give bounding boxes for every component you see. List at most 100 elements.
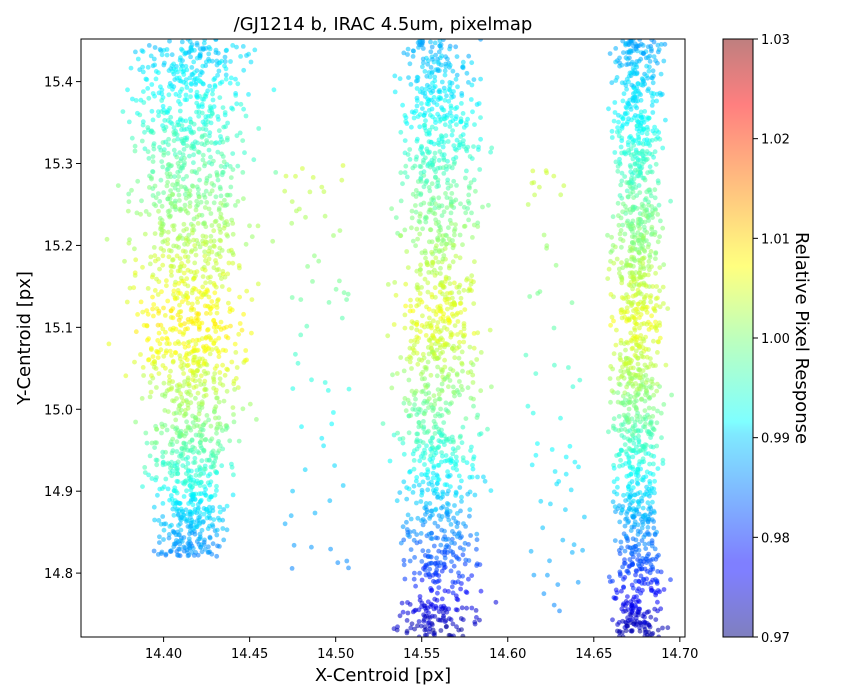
- scatter-point: [439, 241, 445, 247]
- scatter-point: [235, 81, 241, 87]
- scatter-point: [212, 321, 218, 327]
- scatter-point: [126, 191, 132, 197]
- scatter-point: [463, 175, 468, 181]
- scatter-point: [607, 376, 613, 381]
- scatter-point: [635, 491, 641, 497]
- scatter-point: [649, 379, 654, 384]
- scatter-point: [328, 546, 333, 552]
- scatter-point: [406, 75, 411, 80]
- scatter-point: [197, 531, 203, 537]
- scatter-point: [404, 249, 410, 254]
- scatter-point: [427, 164, 433, 170]
- scatter-point: [400, 102, 405, 108]
- scatter-point: [435, 387, 441, 392]
- scatter-point: [619, 507, 625, 513]
- scatter-point: [402, 170, 408, 176]
- scatter-point: [633, 348, 639, 354]
- scatter-point: [453, 106, 458, 112]
- scatter-point: [609, 388, 615, 394]
- scatter-point: [223, 72, 229, 78]
- scatter-point: [439, 388, 445, 394]
- scatter-point: [417, 267, 423, 273]
- scatter-point: [646, 115, 652, 121]
- scatter-point: [209, 347, 215, 352]
- scatter-point: [455, 310, 460, 316]
- scatter-point: [456, 284, 462, 290]
- scatter-point: [467, 513, 472, 519]
- scatter-point: [146, 95, 152, 101]
- scatter-point: [227, 80, 233, 86]
- scatter-point: [219, 463, 225, 469]
- scatter-point: [649, 90, 654, 96]
- scatter-point: [234, 365, 240, 370]
- scatter-point: [473, 188, 478, 194]
- scatter-point: [159, 486, 165, 491]
- scatter-point: [194, 100, 200, 106]
- scatter-point: [429, 292, 435, 297]
- scatter-point: [632, 603, 638, 609]
- scatter-point: [658, 92, 664, 98]
- scatter-point: [622, 523, 628, 529]
- scatter-point: [457, 232, 463, 238]
- scatter-point: [642, 614, 647, 620]
- scatter-point: [441, 107, 447, 113]
- scatter-point: [630, 454, 636, 460]
- scatter-point: [456, 627, 462, 633]
- scatter-point: [303, 214, 308, 220]
- scatter-point: [144, 440, 150, 446]
- scatter-point: [469, 288, 474, 293]
- scatter-point: [453, 222, 458, 228]
- scatter-point: [176, 317, 182, 323]
- scatter-point: [408, 516, 414, 522]
- scatter-point: [203, 46, 209, 51]
- scatter-point: [470, 380, 476, 385]
- scatter-point: [627, 506, 632, 512]
- y-tick-label-6: 15.4: [44, 76, 73, 91]
- scatter-point: [639, 201, 645, 207]
- scatter-point: [165, 241, 171, 247]
- scatter-point: [214, 488, 219, 493]
- scatter-point: [450, 384, 456, 390]
- scatter-point: [146, 357, 152, 362]
- scatter-point: [160, 501, 166, 506]
- scatter-point: [620, 98, 626, 104]
- scatter-point: [429, 201, 435, 207]
- scatter-point: [230, 151, 236, 157]
- scatter-point: [653, 617, 659, 622]
- scatter-point: [435, 617, 441, 623]
- scatter-point: [170, 501, 176, 506]
- scatter-point: [643, 141, 649, 147]
- scatter-point: [523, 352, 529, 358]
- scatter-point: [626, 486, 632, 492]
- scatter-point: [450, 549, 456, 555]
- scatter-point: [618, 340, 624, 346]
- scatter-point: [149, 373, 154, 378]
- scatter-point: [657, 288, 662, 294]
- scatter-point: [446, 317, 451, 322]
- scatter-point: [202, 267, 208, 273]
- scatter-point: [552, 362, 557, 368]
- scatter-point: [196, 113, 202, 119]
- scatter-point: [150, 169, 155, 174]
- scatter-point: [668, 577, 673, 583]
- scatter-point: [194, 269, 200, 275]
- scatter-point: [432, 507, 438, 513]
- scatter-point: [210, 111, 215, 117]
- scatter-point: [157, 199, 163, 204]
- scatter-point: [156, 113, 162, 119]
- scatter-point: [160, 449, 166, 455]
- scatter-point: [615, 390, 621, 396]
- scatter-point: [633, 321, 639, 327]
- scatter-point: [182, 155, 187, 161]
- scatter-point: [646, 506, 652, 512]
- scatter-point: [636, 511, 642, 517]
- scatter-point: [435, 165, 441, 171]
- scatter-point: [446, 225, 451, 231]
- scatter-point: [115, 183, 121, 189]
- scatter-point: [452, 503, 457, 508]
- scatter-point: [337, 228, 343, 234]
- scatter-point: [481, 474, 486, 480]
- scatter-point: [660, 461, 666, 466]
- scatter-point: [567, 443, 573, 449]
- scatter-point: [476, 147, 481, 153]
